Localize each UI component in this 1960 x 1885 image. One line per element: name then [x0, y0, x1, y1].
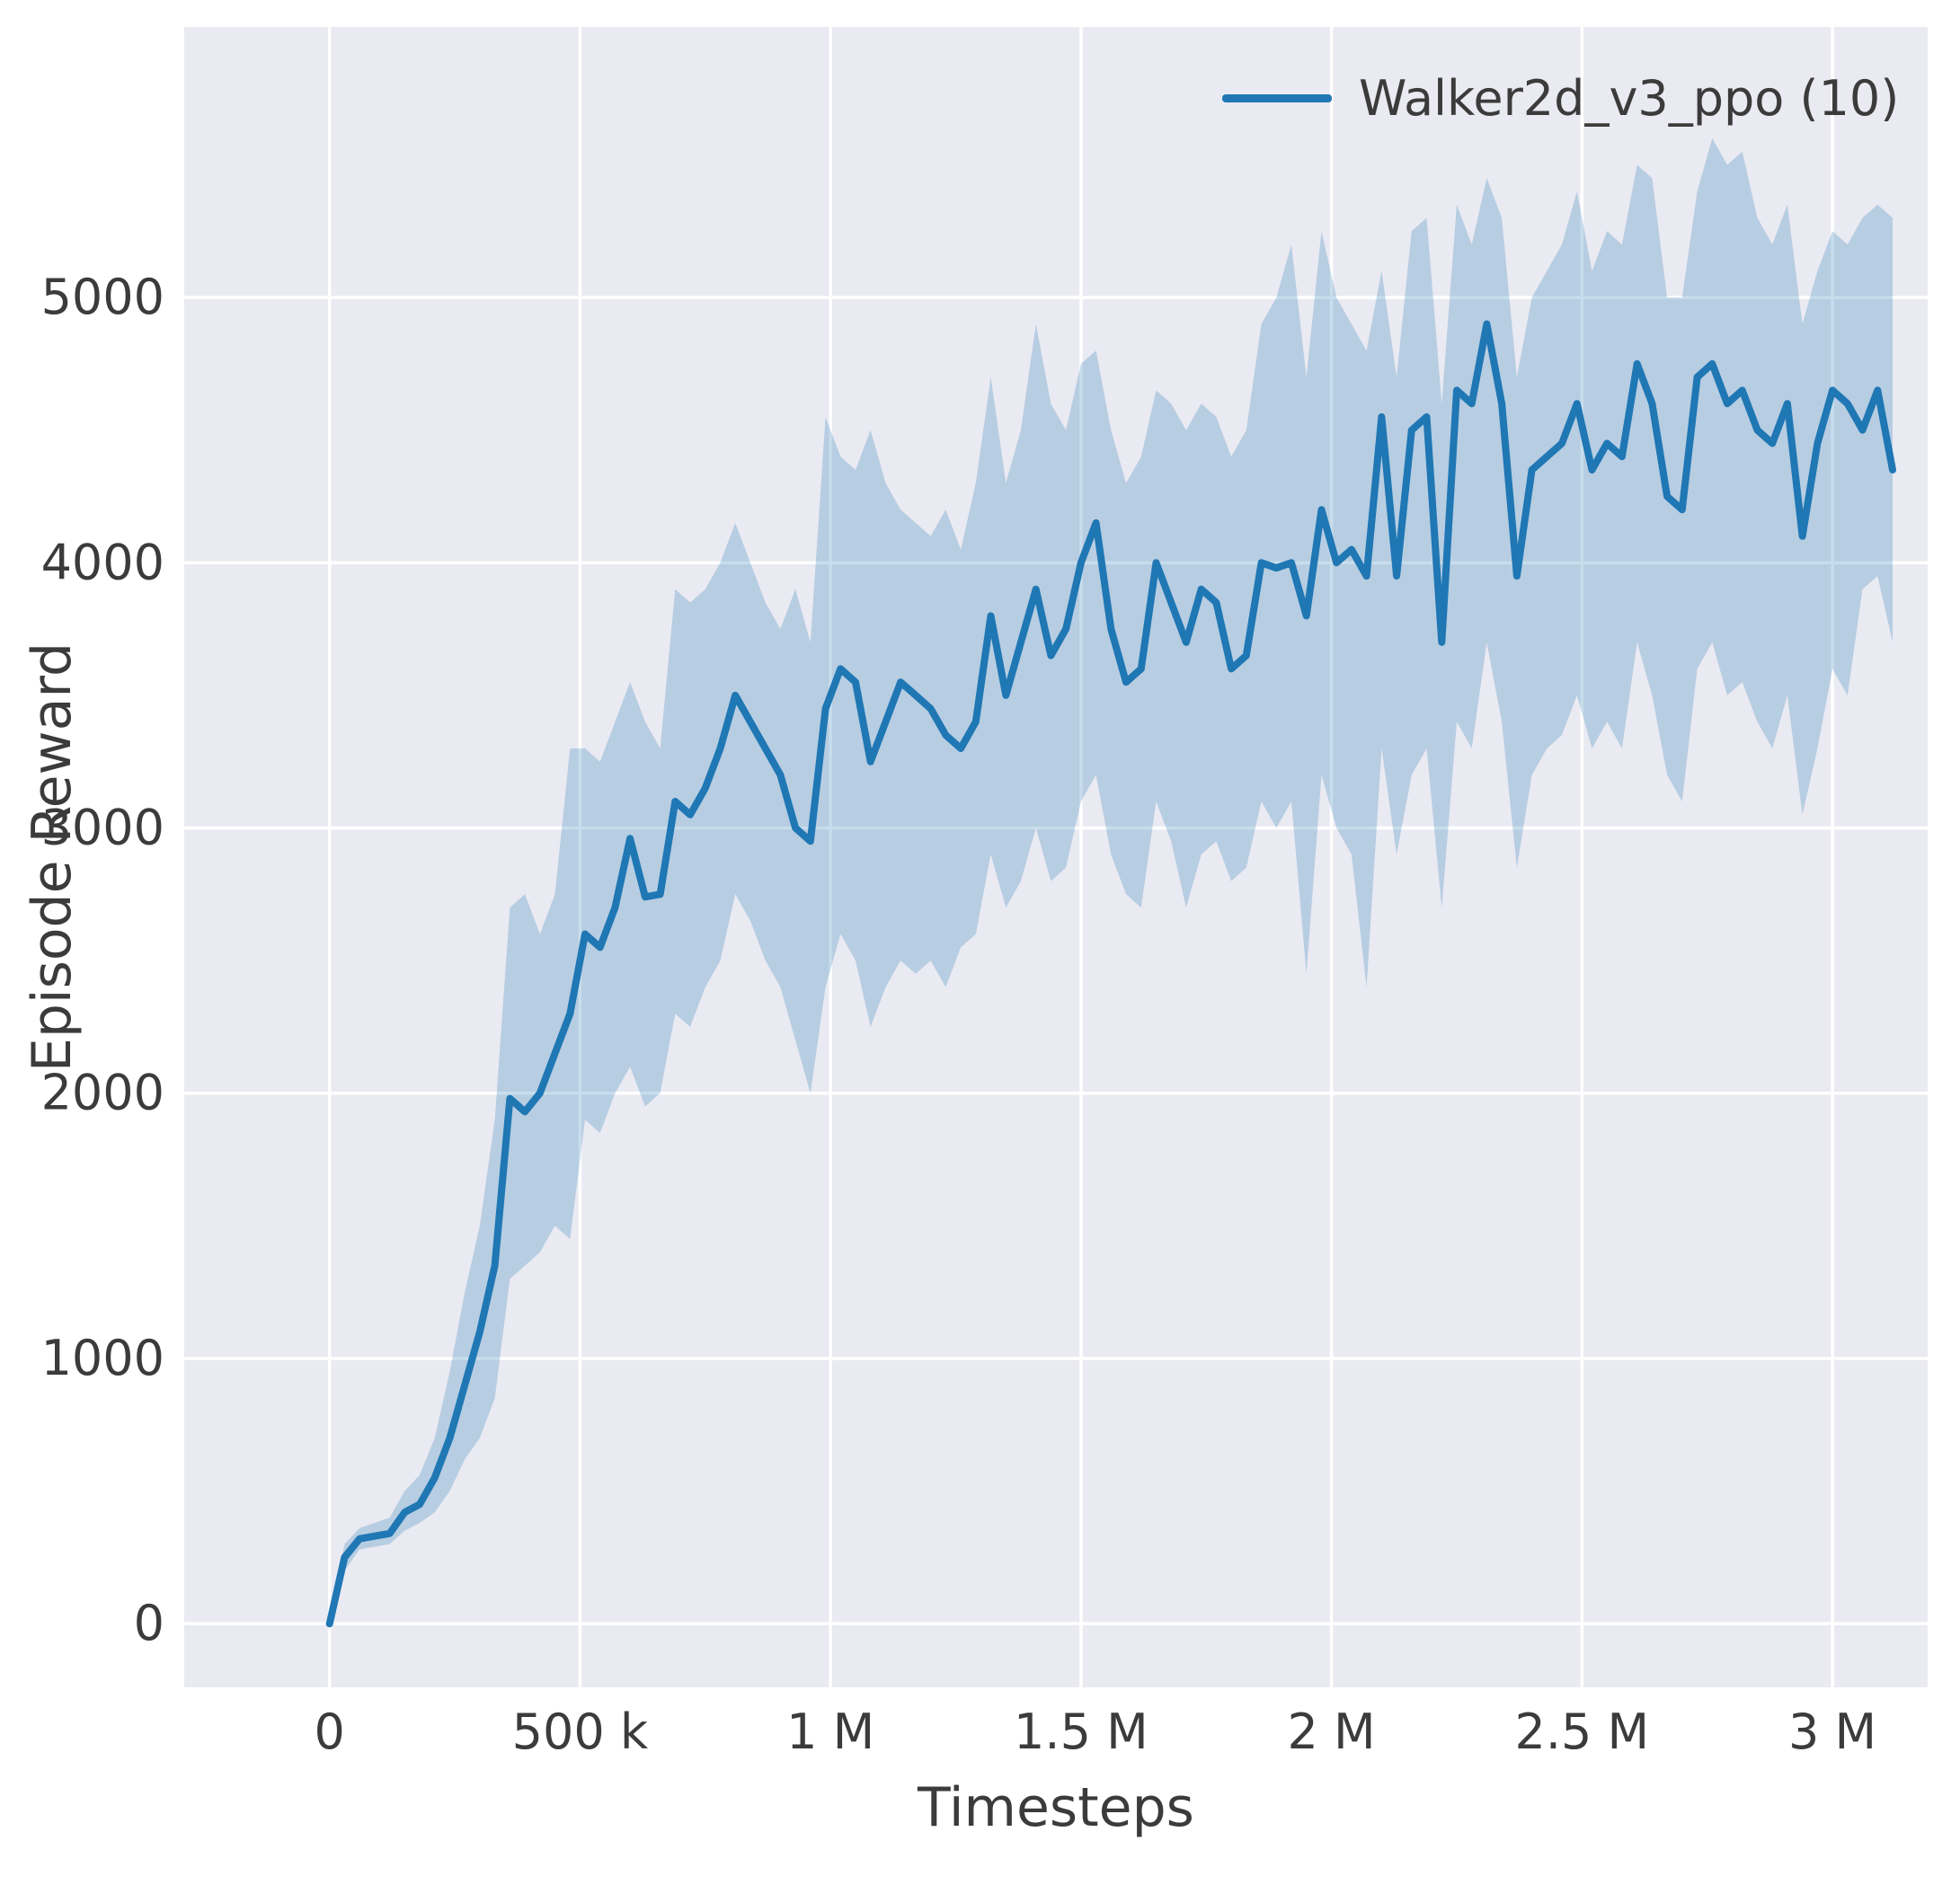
y-tick-label: 3000 [41, 800, 164, 856]
x-tick-label: 1.5 M [1014, 1704, 1149, 1760]
legend-line-swatch [1222, 94, 1332, 102]
y-axis-label: Episode Reward [21, 642, 84, 1073]
x-tick-label: 0 [314, 1704, 344, 1760]
x-axis-label: Timesteps [918, 1776, 1194, 1839]
y-tick-label: 0 [134, 1595, 164, 1651]
x-tick-label: 1 M [786, 1704, 874, 1760]
y-tick-label: 2000 [41, 1065, 164, 1121]
y-tick-label: 5000 [41, 269, 164, 325]
mean-reward-line [325, 320, 1896, 1628]
x-tick-label: 500 k [512, 1704, 649, 1760]
confidence-band [329, 138, 1893, 1624]
legend-series-label: Walker2d_v3_ppo (10) [1359, 70, 1900, 127]
y-tick-label: 1000 [41, 1330, 164, 1386]
y-tick-label: 4000 [41, 534, 164, 590]
x-tick-label: 2 M [1288, 1704, 1376, 1760]
x-tick-label: 2.5 M [1515, 1704, 1650, 1760]
legend: Walker2d_v3_ppo (10) [1222, 70, 1899, 127]
axes-background [184, 27, 1928, 1687]
x-tick-label: 3 M [1788, 1704, 1876, 1760]
